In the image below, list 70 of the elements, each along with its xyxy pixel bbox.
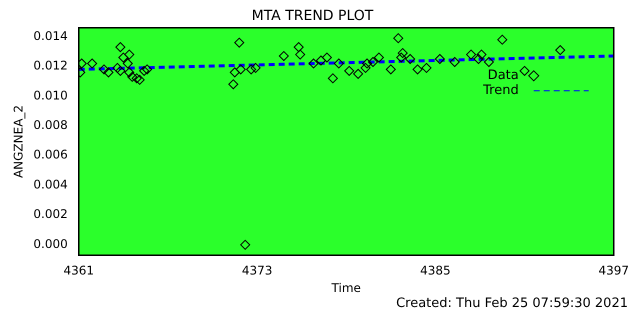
point — [112, 62, 122, 73]
point — [555, 45, 566, 56]
point — [294, 42, 304, 52]
point — [236, 64, 246, 74]
x-tick-label: 4373 — [242, 264, 272, 278]
point — [497, 34, 508, 45]
point — [353, 68, 364, 79]
y-tick-label: 0.006 — [33, 148, 68, 162]
point — [127, 72, 138, 82]
point — [230, 67, 240, 78]
point — [405, 54, 416, 64]
y-axis-title: ANGZNEA_2 — [11, 104, 26, 178]
point — [132, 73, 142, 84]
point — [122, 58, 133, 68]
legend-label: Trend — [482, 83, 519, 98]
point — [393, 33, 404, 44]
point — [124, 67, 134, 78]
x-tick-label: 4385 — [420, 264, 451, 278]
point — [484, 56, 494, 67]
x-tick-label: 4361 — [63, 264, 94, 278]
point — [374, 52, 384, 63]
y-tick-label: 0.000 — [33, 236, 68, 251]
text: Created: Thu Feb 25 07:59:30 2021 — [396, 296, 628, 311]
point — [476, 50, 486, 60]
point — [396, 52, 406, 63]
point — [474, 54, 484, 64]
point — [295, 50, 306, 60]
point — [118, 52, 128, 63]
y-tick-label: 0.012 — [33, 58, 68, 73]
x-tick-label: 4397 — [598, 264, 630, 278]
y-tick-label: 0.008 — [33, 118, 68, 132]
point — [466, 50, 476, 60]
point — [103, 67, 114, 78]
legend-label: Data — [488, 68, 519, 84]
chart-title: MTA TREND PLOT — [252, 8, 374, 24]
point — [368, 56, 378, 67]
point — [139, 66, 150, 76]
y-tick-label: 0.002 — [33, 207, 68, 222]
point — [386, 64, 396, 74]
point — [398, 48, 408, 58]
point — [87, 58, 98, 68]
point — [142, 64, 152, 74]
point — [316, 56, 326, 66]
point — [228, 79, 238, 90]
point — [334, 58, 344, 68]
point — [99, 64, 110, 74]
point — [115, 66, 126, 76]
y-tick-label: 0.014 — [33, 28, 68, 43]
point — [360, 62, 371, 73]
point — [322, 52, 332, 63]
point — [115, 42, 126, 52]
point — [450, 56, 460, 67]
point — [124, 50, 134, 60]
point — [278, 51, 289, 62]
point — [240, 240, 250, 250]
point — [412, 64, 423, 74]
point — [134, 74, 145, 85]
x-axis-title: Time — [330, 280, 361, 295]
point — [520, 66, 530, 76]
point — [328, 73, 338, 84]
point — [246, 64, 256, 74]
point — [434, 54, 445, 64]
y-tick-label: 0.010 — [33, 88, 68, 102]
point — [250, 62, 261, 73]
y-tick-label: 0.004 — [33, 177, 68, 192]
point — [308, 58, 319, 68]
point — [362, 58, 372, 68]
point — [344, 66, 354, 76]
point — [234, 38, 244, 48]
point — [421, 62, 432, 73]
